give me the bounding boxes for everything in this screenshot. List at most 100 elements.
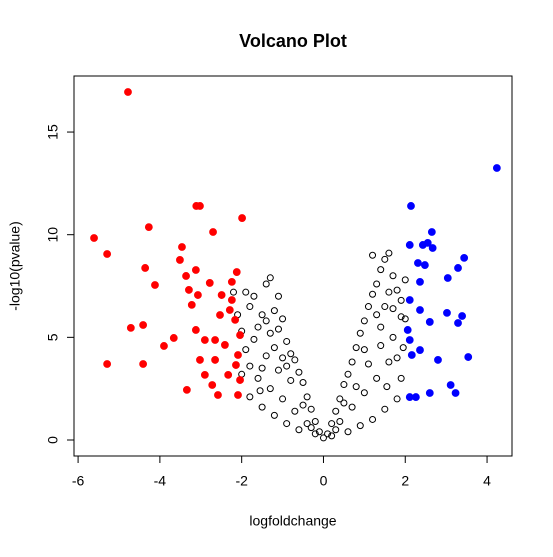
- point: [283, 337, 291, 345]
- y-tick-label: 0: [45, 436, 61, 444]
- point: [389, 305, 397, 313]
- point: [232, 361, 240, 369]
- point: [242, 288, 250, 296]
- point: [405, 241, 414, 249]
- point: [279, 395, 287, 403]
- point: [332, 407, 340, 415]
- point: [242, 346, 250, 354]
- point: [262, 317, 270, 325]
- point: [295, 426, 303, 434]
- point: [328, 420, 336, 428]
- point: [397, 313, 405, 321]
- point: [434, 356, 442, 364]
- point: [232, 268, 241, 276]
- point: [205, 279, 214, 287]
- point: [274, 366, 282, 374]
- point: [373, 374, 381, 382]
- point: [403, 326, 412, 334]
- point: [227, 296, 236, 304]
- point: [416, 346, 424, 354]
- point: [236, 376, 244, 384]
- point: [340, 381, 348, 389]
- point: [492, 164, 501, 172]
- point: [360, 389, 368, 397]
- point: [124, 88, 132, 96]
- point: [238, 214, 246, 222]
- point: [196, 202, 204, 210]
- point: [405, 296, 414, 304]
- point: [348, 358, 356, 366]
- point: [246, 303, 254, 311]
- point: [373, 280, 381, 288]
- point: [270, 307, 278, 315]
- point: [176, 256, 184, 264]
- point: [216, 311, 224, 319]
- point: [356, 329, 364, 337]
- point: [256, 387, 264, 395]
- point: [225, 306, 234, 314]
- x-tick-label: 4: [483, 473, 491, 489]
- point: [319, 434, 327, 442]
- point: [182, 385, 191, 394]
- chart-title: Volcano Plot: [239, 31, 347, 51]
- x-tick-label: -2: [235, 473, 248, 489]
- point: [425, 318, 434, 326]
- point: [191, 266, 200, 274]
- point: [458, 312, 467, 320]
- point: [266, 329, 274, 337]
- point: [90, 234, 98, 242]
- point: [227, 278, 236, 286]
- point: [377, 323, 385, 331]
- point: [393, 354, 401, 362]
- point: [451, 389, 460, 397]
- point: [139, 360, 148, 368]
- x-axis-label: logfoldchange: [249, 513, 336, 529]
- point: [287, 350, 295, 358]
- x-tick-label: 0: [320, 473, 328, 489]
- point: [389, 333, 397, 341]
- point: [254, 374, 262, 382]
- point: [270, 411, 278, 419]
- point: [307, 424, 315, 432]
- point: [258, 403, 266, 411]
- point: [279, 354, 287, 362]
- point: [185, 286, 193, 294]
- point: [324, 430, 332, 438]
- point: [377, 342, 385, 350]
- point: [352, 383, 360, 391]
- point: [258, 311, 266, 319]
- point: [182, 272, 190, 280]
- point: [397, 296, 405, 304]
- point: [399, 344, 407, 352]
- point: [423, 239, 432, 247]
- point: [103, 250, 112, 258]
- point: [315, 428, 323, 436]
- point: [200, 371, 209, 379]
- point: [258, 364, 266, 372]
- y-tick-label: 15: [45, 124, 61, 140]
- point: [262, 280, 270, 288]
- point: [231, 315, 240, 324]
- point: [360, 346, 368, 354]
- point: [299, 379, 307, 387]
- point: [407, 202, 415, 210]
- point: [428, 244, 437, 252]
- point: [274, 292, 282, 300]
- point: [377, 266, 385, 274]
- point: [303, 393, 311, 401]
- point: [151, 281, 159, 289]
- point: [460, 253, 469, 262]
- y-tick-label: 5: [45, 333, 61, 341]
- point: [211, 356, 219, 364]
- point: [139, 321, 148, 329]
- point: [425, 389, 434, 397]
- point: [236, 331, 244, 339]
- point: [411, 393, 420, 401]
- x-tick-label: -4: [154, 473, 167, 489]
- point: [464, 353, 473, 361]
- point: [211, 336, 219, 344]
- point: [221, 341, 229, 349]
- point: [246, 393, 254, 401]
- point: [291, 407, 299, 415]
